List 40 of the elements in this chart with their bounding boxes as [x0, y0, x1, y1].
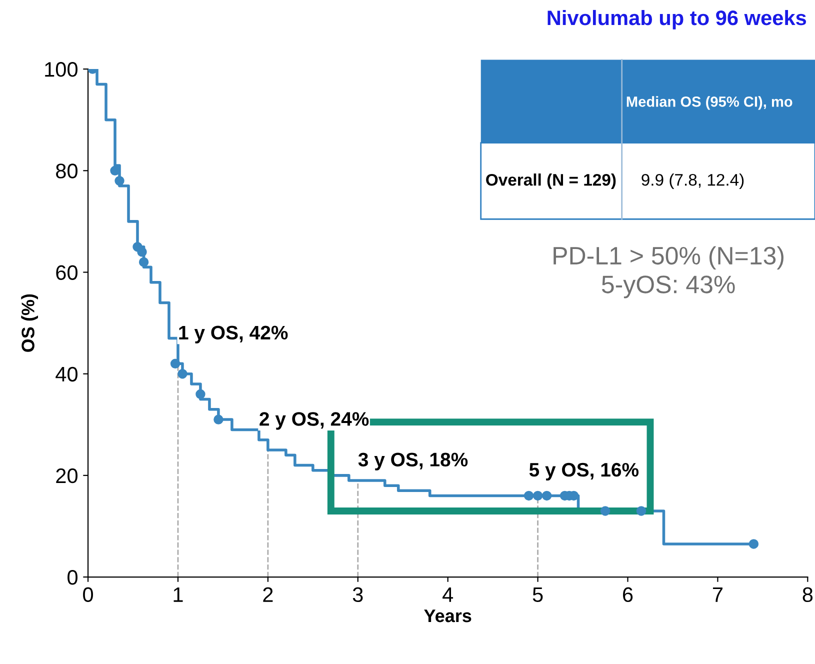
- annotation: Median OS (95% CI), mo: [626, 96, 792, 110]
- point: [196, 389, 206, 400]
- point: [137, 247, 147, 257]
- y-tick-label: 100: [45, 62, 78, 77]
- x-tick-label: 4: [442, 588, 454, 602]
- y-axis-title: OS (%): [21, 294, 38, 352]
- point: [748, 539, 759, 549]
- annotation: 1 y OS, 42%: [179, 326, 288, 344]
- annotation: PD-L1 > 50% (N=13) 5-yOS: 43%: [554, 246, 784, 298]
- point: [636, 506, 646, 516]
- annotation: Overall (N = 129): [486, 174, 616, 190]
- x-tick-label: 1: [174, 588, 183, 602]
- x-tick-label: 0: [83, 587, 93, 602]
- point: [600, 506, 610, 516]
- y-tick-label: 0: [68, 570, 78, 585]
- x-tick-label: 2: [263, 587, 273, 602]
- y-tick-label: 40: [56, 366, 78, 382]
- chart-title: Nivolumab up to 96 weeks: [548, 10, 806, 30]
- annotation: 3 y OS, 18%: [358, 452, 468, 470]
- point: [110, 166, 120, 176]
- point: [170, 358, 180, 369]
- point: [178, 368, 188, 379]
- annotation: 5 y OS, 16%: [529, 462, 639, 481]
- point: [138, 257, 149, 267]
- x-tick-label: 6: [623, 587, 633, 602]
- point: [532, 490, 543, 501]
- point: [114, 176, 124, 186]
- x-tick-label: 8: [802, 587, 813, 602]
- x-axis-title: Years: [424, 610, 472, 622]
- y-tick-label: 60: [56, 265, 78, 280]
- y-tick-label: 20: [56, 468, 78, 484]
- x-tick-label: 7: [712, 588, 722, 602]
- x-tick-label: 5: [532, 588, 543, 602]
- point: [214, 414, 224, 424]
- x-tick-label: 3: [352, 587, 363, 602]
- annotation: 2 y OS, 24%: [260, 412, 369, 430]
- point: [524, 490, 534, 501]
- annotation: 9.9 (7.8, 12.4): [642, 174, 744, 190]
- y-tick-label: 80: [56, 164, 78, 178]
- point: [542, 490, 552, 501]
